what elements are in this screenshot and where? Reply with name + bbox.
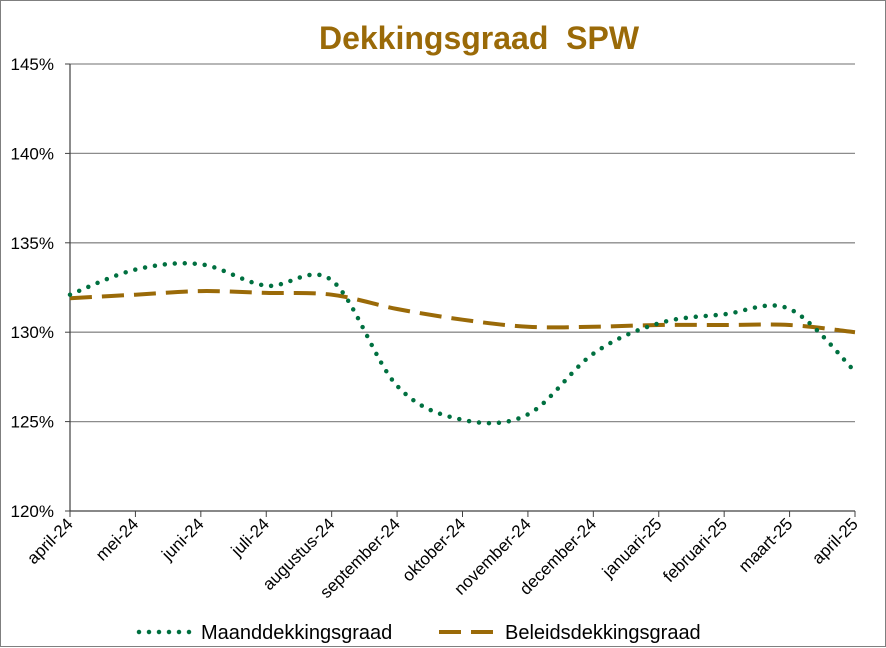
x-tick-label: april-25 (808, 514, 862, 568)
x-tick-labels: april-24 mei-24 juni-24 juli-24augustus-24s… (23, 514, 862, 602)
legend: Maanddekkingsgraad Beleidsdekkingsgraad (136, 622, 701, 644)
y-tick-label: 130% (11, 323, 54, 342)
chart-title: Dekkingsgraad SPW (319, 20, 640, 56)
x-tick-label: juni-24 (157, 514, 207, 564)
x-tick-label: april-24 (23, 514, 77, 568)
x-tick-label: januari-25 (598, 514, 666, 582)
gridlines (70, 63, 855, 423)
y-tick-label: 140% (11, 144, 54, 163)
x-tick-label: maart-25 (735, 514, 797, 576)
y-tick-label: 120% (11, 502, 54, 521)
x-tick-label: mei-24 (92, 514, 142, 564)
series-lines (67, 261, 858, 426)
y-tick-label: 125% (11, 413, 54, 432)
x-tick-label: juli-24 (227, 514, 273, 560)
y-tick-labels: 120% 125% 130% 135% 140% 145% (11, 55, 54, 521)
legend-label: Maanddekkingsgraad (201, 622, 392, 644)
x-tick-label: februari-25 (659, 514, 731, 586)
y-tick-label: 145% (11, 55, 54, 74)
series-line-maanddekkingsgraad (67, 261, 858, 426)
y-tick-label: 135% (11, 234, 54, 253)
x-tick-label: oktober-24 (398, 514, 469, 585)
legend-label: Beleidsdekkingsgraad (505, 622, 701, 644)
series-line-beleidsdekkingsgraad (69, 289, 856, 335)
axes (65, 63, 856, 517)
